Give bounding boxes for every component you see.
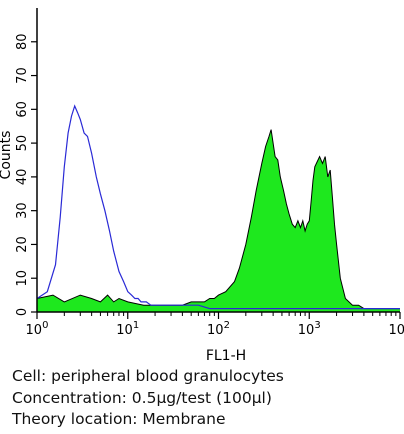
caption-cell-line: Cell: peripheral blood granulocytes — [12, 367, 284, 385]
stained-histogram-outline — [36, 129, 400, 310]
y-tick-label-60: 60 — [15, 101, 30, 118]
y-tick-label-10: 10 — [15, 270, 30, 287]
x-tick-label: 100 — [26, 320, 49, 338]
control-histogram-line — [36, 104, 400, 310]
caption-location-line: Theory location: Membrane — [12, 410, 226, 428]
y-tick-label-40: 40 — [15, 169, 30, 186]
axes — [36, 8, 400, 313]
y-tick-label-70: 70 — [15, 67, 30, 84]
caption-block: Cell: peripheral blood granulocytes Conc… — [12, 366, 400, 431]
y-tick-label-50: 50 — [15, 135, 30, 152]
caption-concentration-line: Concentration: 0.5μg/test (100μl) — [12, 388, 272, 407]
x-tick-label: 103 — [298, 320, 321, 338]
y-tick-label-20: 20 — [15, 236, 30, 253]
x-tick-label: 102 — [207, 320, 230, 338]
plot-area — [36, 104, 400, 312]
stained-histogram-fill — [37, 129, 400, 312]
axis-ticks: 0 10 20 30 40 50 60 70 80 100 101 102 103 104 — [15, 34, 404, 338]
histogram-chart: 0 10 20 30 40 50 60 70 80 100 101 102 103 104 FL1-H C… — [0, 8, 404, 364]
x-tick-label: 101 — [116, 320, 139, 338]
x-tick-label: 104 — [389, 320, 404, 338]
y-axis-title: Counts — [0, 131, 14, 180]
y-tick-label-30: 30 — [15, 202, 30, 219]
y-tick-label-0: 0 — [15, 308, 30, 316]
x-axis-title: FL1-H — [206, 348, 246, 364]
y-tick-label-80: 80 — [15, 34, 30, 51]
